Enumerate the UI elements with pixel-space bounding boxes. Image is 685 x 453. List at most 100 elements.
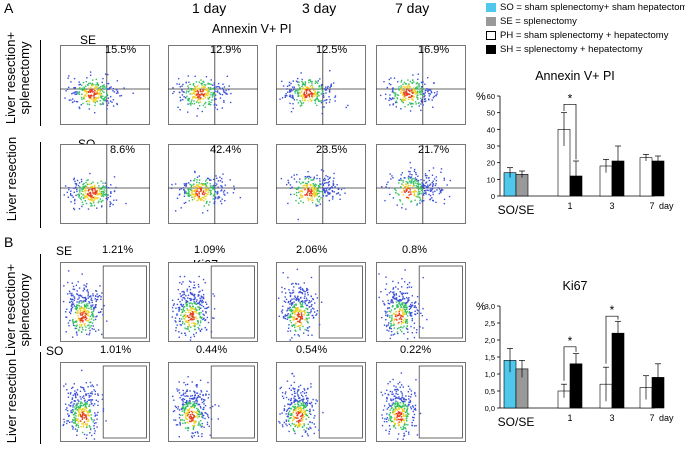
y-tick-label: 0,0	[485, 404, 495, 413]
x-tick-label: 3	[609, 201, 614, 211]
ki67-percent-bottom: 1.01%	[100, 344, 132, 356]
row-label-a-bottom: Liver resection	[4, 136, 19, 222]
annexin-percent-top: 12.9%	[210, 44, 242, 56]
annexin-flow-plot	[168, 144, 258, 224]
y-tick-label: 1,0	[485, 370, 495, 379]
annexin-percent-top: 16.9%	[418, 44, 450, 56]
ki67-flow-plot	[376, 362, 466, 442]
y-tick-label: 20	[487, 159, 495, 168]
annexin-flow-plot	[276, 45, 366, 125]
bracket-b-bottom	[40, 352, 41, 444]
legend-swatch	[486, 31, 496, 40]
y-axis-label: %	[476, 301, 486, 313]
ki67-percent-top: 1.21%	[102, 244, 134, 256]
ki67-percent-top: 2.06%	[296, 244, 328, 256]
x-tick-label: SO/SE	[498, 415, 535, 429]
panel-letter-a: A	[4, 0, 14, 16]
chart-ki67: Ki67% 0,0 0,5 1,0 1,5 2,0 2,5 3,0 SO/SE 1 3 7 day * *	[476, 279, 674, 429]
annexin-percent-top: 15.5%	[105, 44, 137, 56]
ki67-flow-plot	[168, 362, 258, 442]
day-header-7: 7 day	[395, 0, 430, 16]
y-tick-label: 1,5	[485, 353, 495, 362]
y-tick-label: 60	[487, 92, 495, 101]
ki67-percent-bottom: 0.54%	[296, 344, 328, 356]
y-tick-label: 3,0	[485, 302, 495, 311]
x-tick-label: 7	[649, 413, 654, 423]
legend-label: SO = sham splenectomy+ sham hepatectomy	[500, 2, 685, 13]
bar	[639, 157, 653, 197]
significance-bracket	[605, 315, 619, 364]
row-label-b-bottom: Liver resection	[4, 358, 19, 444]
row-label-a-top: Liver resection+ splenectomy	[3, 26, 32, 130]
legend-entry: SO = sham splenectomy+ sham hepatectomy	[486, 2, 685, 13]
annexin-percent-bottom: 42.4%	[210, 144, 242, 156]
x-tick-label: 1	[567, 413, 572, 423]
y-tick-label: 2,0	[485, 336, 495, 345]
x-tick-label: 3	[609, 413, 614, 423]
significance-star: *	[568, 91, 573, 105]
legend-swatch	[486, 45, 496, 54]
legend-swatch	[486, 3, 496, 12]
y-tick-label: 10	[487, 175, 495, 184]
ki67-flow-plot	[60, 262, 150, 342]
ki67-flow-plot	[276, 262, 366, 342]
legend-swatch	[486, 17, 496, 26]
chart-title: Annexin V+ PI	[535, 69, 615, 83]
annexin-flow-plot	[276, 144, 366, 224]
bar	[651, 160, 665, 197]
legend-label: SH = splenectomy + hepatectomy	[500, 44, 643, 55]
x-axis-label: day	[659, 413, 674, 423]
legend-entry: SE = splenectomy	[486, 16, 577, 27]
y-tick-label: 0,5	[485, 387, 495, 396]
y-tick-label: 50	[487, 109, 495, 118]
row-label-a-top-line1: Liver resection+	[3, 31, 18, 125]
x-tick-label: 1	[567, 201, 572, 211]
annexin-flow-plot	[60, 144, 150, 224]
chart-annexin: Annexin V+ PI% 0 10 20 30 40 50 60 SO/SE 1 3 7 day *	[476, 69, 674, 217]
annexin-flow-plot	[168, 45, 258, 125]
y-tick-label: 30	[487, 142, 495, 151]
annexin-flow-plot	[376, 45, 466, 125]
bracket-b-top	[40, 254, 41, 346]
legend-entry: SH = splenectomy + hepatectomy	[486, 44, 643, 55]
row-label-b-top-line1: Liver resection+	[3, 263, 18, 357]
ki67-flow-plot	[60, 362, 150, 442]
row-tag-b-se: SE	[56, 244, 73, 258]
significance-bracket	[563, 346, 577, 381]
legend-label: PH = sham splenectomy + hepatectomy	[500, 30, 669, 41]
annexin-percent-bottom: 8.6%	[110, 144, 136, 156]
y-tick-label: 40	[487, 125, 495, 134]
x-axis-label: day	[659, 201, 674, 211]
annexin-flow-plot	[376, 144, 466, 224]
day-header-3: 3 day	[302, 0, 337, 16]
annexin-percent-bottom: 21.7%	[418, 144, 450, 156]
annexin-percent-top: 12.5%	[316, 44, 348, 56]
y-tick-label: 0	[491, 192, 495, 201]
ki67-percent-bottom: 0.22%	[400, 344, 432, 356]
ki67-flow-plot	[376, 262, 466, 342]
ki67-flow-plot	[168, 262, 258, 342]
significance-star: *	[610, 303, 615, 317]
x-tick-label: SO/SE	[498, 203, 535, 217]
ki67-percent-top: 1.09%	[194, 244, 226, 256]
annexin-section-title: Annexin V+ PI	[212, 22, 292, 36]
legend-label: SE = splenectomy	[500, 16, 577, 27]
row-tag-a-se: SE	[80, 33, 97, 47]
row-label-a-top-line2: splenectomy	[17, 41, 32, 115]
y-tick-label: 2,5	[485, 319, 495, 328]
bracket-a-bottom	[40, 142, 41, 228]
ki67-flow-plot	[276, 362, 366, 442]
annexin-percent-bottom: 23.5%	[316, 144, 348, 156]
bracket-a-top	[40, 40, 41, 126]
row-tag-b-so: SO	[46, 344, 64, 358]
day-header-1: 1 day	[192, 0, 227, 16]
row-label-b-top: Liver resection+ splenectomy	[3, 258, 32, 362]
x-tick-label: 7	[649, 201, 654, 211]
significance-star: *	[568, 334, 573, 348]
ki67-percent-top: 0.8%	[402, 244, 428, 256]
row-label-b-top-line2: splenectomy	[17, 273, 32, 347]
y-axis-label: %	[476, 91, 486, 103]
chart-title: Ki67	[562, 279, 587, 293]
annexin-flow-plot	[60, 45, 150, 125]
panel-letter-b: B	[4, 234, 14, 250]
